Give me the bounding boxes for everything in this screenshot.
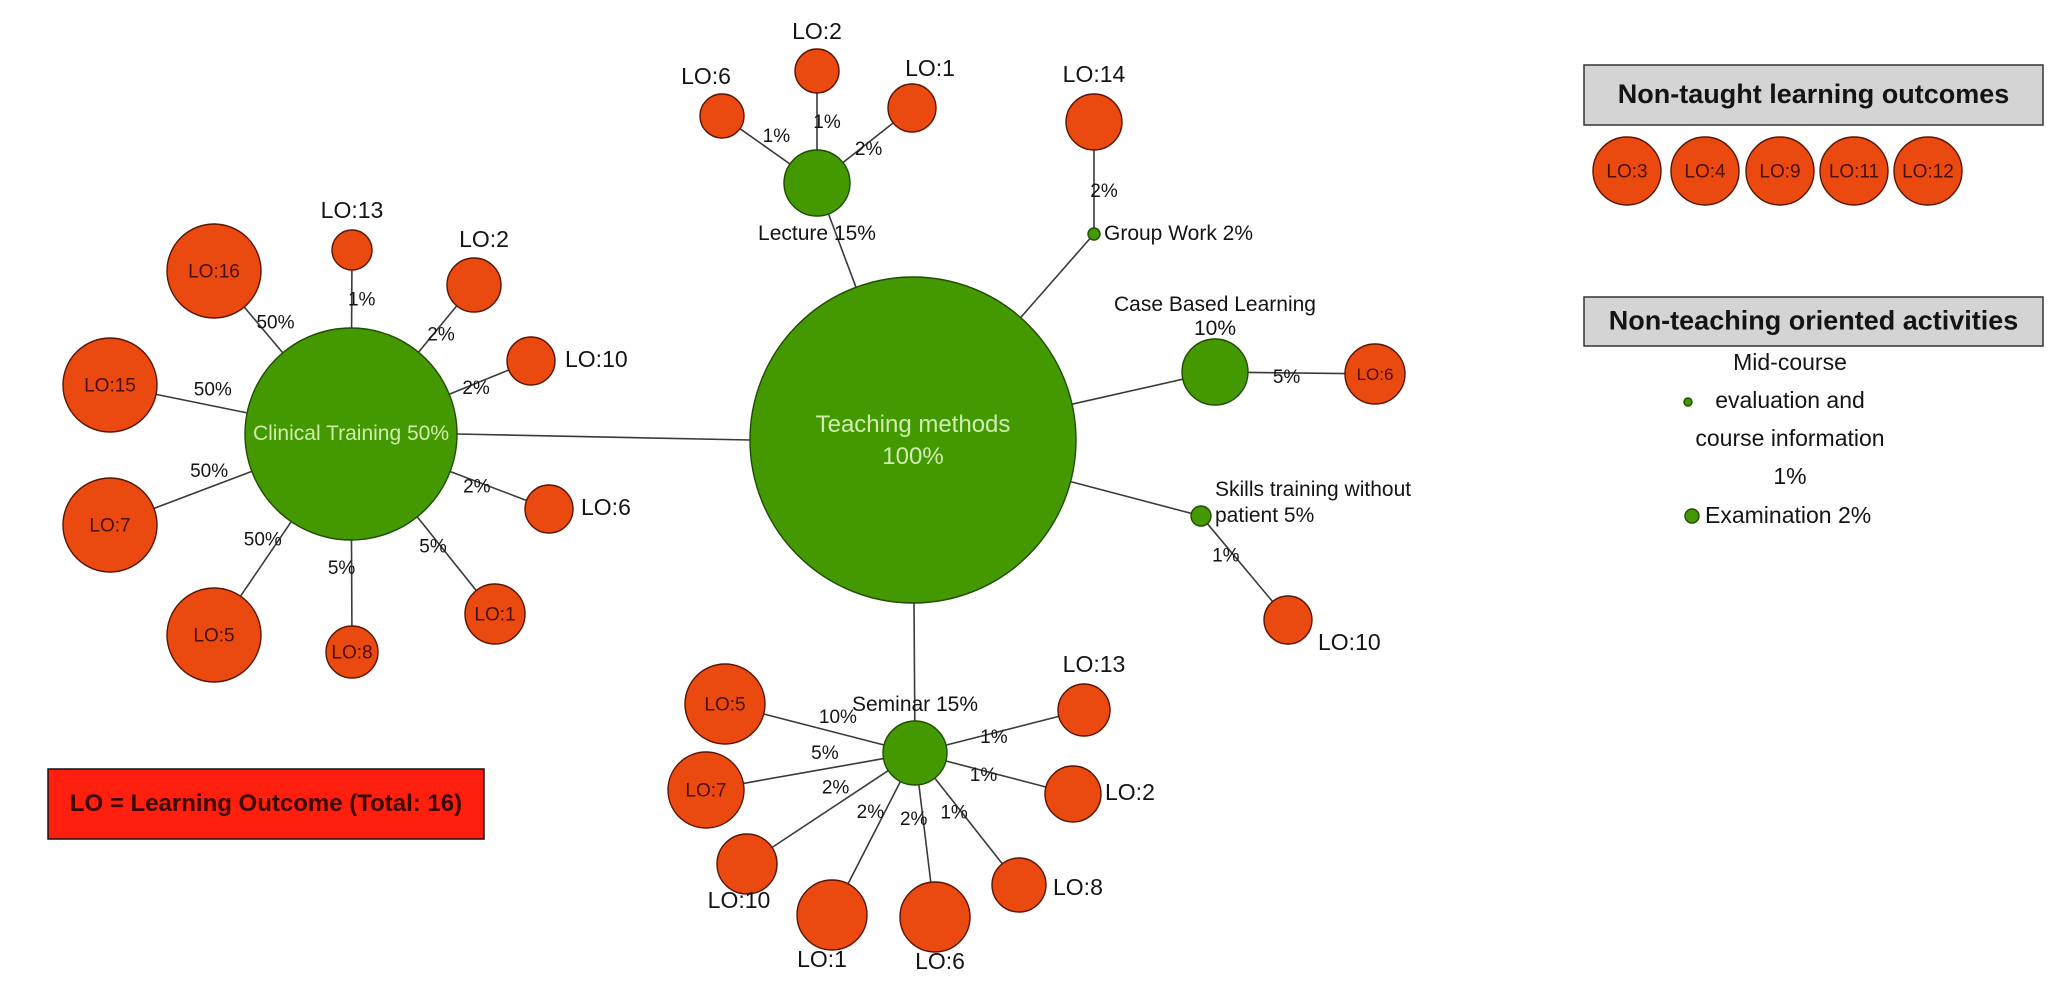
- svg-text:2%: 2%: [900, 809, 928, 830]
- svg-text:LO:5: LO:5: [193, 626, 234, 647]
- svg-text:LO:6: LO:6: [681, 63, 731, 89]
- svg-text:10%: 10%: [819, 707, 857, 728]
- svg-text:2%: 2%: [1090, 181, 1118, 202]
- svg-text:course information: course information: [1695, 425, 1884, 451]
- svg-text:5%: 5%: [1273, 367, 1301, 388]
- svg-text:LO:7: LO:7: [89, 516, 130, 537]
- svg-text:LO:6: LO:6: [1357, 365, 1394, 384]
- svg-text:1%: 1%: [813, 112, 841, 133]
- svg-text:2%: 2%: [857, 802, 885, 823]
- svg-text:10%: 10%: [1194, 317, 1236, 340]
- svg-text:Case Based Learning: Case Based Learning: [1114, 293, 1316, 316]
- svg-text:LO:5: LO:5: [704, 695, 745, 716]
- svg-text:2%: 2%: [462, 378, 490, 399]
- svg-text:LO:2: LO:2: [459, 226, 509, 252]
- svg-text:Non-teaching oriented activiti: Non-teaching oriented activities: [1609, 306, 2019, 336]
- svg-text:LO:11: LO:11: [1829, 162, 1879, 183]
- svg-text:5%: 5%: [811, 743, 839, 764]
- svg-text:Skills training without: Skills training without: [1215, 478, 1411, 501]
- svg-text:2%: 2%: [463, 476, 491, 497]
- svg-text:50%: 50%: [190, 461, 228, 482]
- svg-text:LO:6: LO:6: [581, 494, 631, 520]
- svg-text:Group Work 2%: Group Work 2%: [1104, 222, 1253, 245]
- svg-text:LO:16: LO:16: [188, 262, 240, 283]
- svg-text:LO = Learning Outcome (Total:: LO = Learning Outcome (Total: 16): [70, 790, 462, 817]
- svg-text:1%: 1%: [980, 727, 1008, 748]
- svg-text:2%: 2%: [855, 139, 883, 160]
- svg-text:Mid-course: Mid-course: [1733, 349, 1847, 375]
- svg-text:LO:10: LO:10: [1318, 629, 1381, 655]
- svg-text:100%: 100%: [882, 443, 943, 470]
- svg-text:LO:6: LO:6: [915, 948, 965, 974]
- svg-text:LO:1: LO:1: [905, 55, 955, 81]
- svg-text:LO:2: LO:2: [792, 18, 842, 44]
- svg-text:Lecture 15%: Lecture 15%: [758, 222, 876, 245]
- svg-text:2%: 2%: [427, 325, 455, 346]
- svg-text:1%: 1%: [970, 765, 998, 786]
- svg-text:Examination 2%: Examination 2%: [1705, 502, 1871, 528]
- svg-text:LO:12: LO:12: [1902, 162, 1954, 183]
- svg-text:1%: 1%: [1773, 463, 1806, 489]
- svg-text:Non-taught learning outcomes: Non-taught learning outcomes: [1618, 79, 2010, 109]
- svg-text:2%: 2%: [822, 778, 850, 799]
- svg-text:LO:1: LO:1: [797, 946, 847, 972]
- svg-text:5%: 5%: [419, 537, 447, 558]
- svg-text:LO:8: LO:8: [1053, 874, 1103, 900]
- svg-text:1%: 1%: [1212, 545, 1240, 566]
- svg-text:50%: 50%: [256, 313, 294, 334]
- svg-text:LO:15: LO:15: [84, 376, 136, 397]
- svg-text:LO:9: LO:9: [1759, 162, 1800, 183]
- svg-text:1%: 1%: [348, 290, 376, 311]
- svg-text:Teaching methods: Teaching methods: [816, 411, 1011, 438]
- svg-text:1%: 1%: [940, 803, 968, 824]
- svg-text:50%: 50%: [244, 530, 282, 551]
- svg-text:LO:4: LO:4: [1684, 162, 1726, 183]
- svg-text:LO:7: LO:7: [685, 781, 726, 802]
- svg-text:patient 5%: patient 5%: [1215, 504, 1314, 527]
- svg-text:LO:13: LO:13: [321, 197, 384, 223]
- svg-text:LO:10: LO:10: [565, 346, 628, 372]
- svg-text:LO:3: LO:3: [1606, 162, 1647, 183]
- svg-text:LO:8: LO:8: [331, 643, 372, 664]
- svg-text:LO:10: LO:10: [708, 887, 771, 913]
- svg-text:50%: 50%: [194, 380, 232, 401]
- svg-text:LO:13: LO:13: [1063, 651, 1126, 677]
- svg-text:5%: 5%: [328, 558, 356, 579]
- svg-text:LO:2: LO:2: [1105, 779, 1155, 805]
- svg-text:1%: 1%: [763, 126, 791, 147]
- svg-text:LO:1: LO:1: [474, 605, 515, 626]
- svg-text:Clinical Training 50%: Clinical Training 50%: [253, 422, 449, 445]
- svg-text:evaluation and: evaluation and: [1715, 387, 1865, 413]
- svg-text:LO:14: LO:14: [1063, 61, 1126, 87]
- svg-text:Seminar 15%: Seminar 15%: [852, 693, 978, 716]
